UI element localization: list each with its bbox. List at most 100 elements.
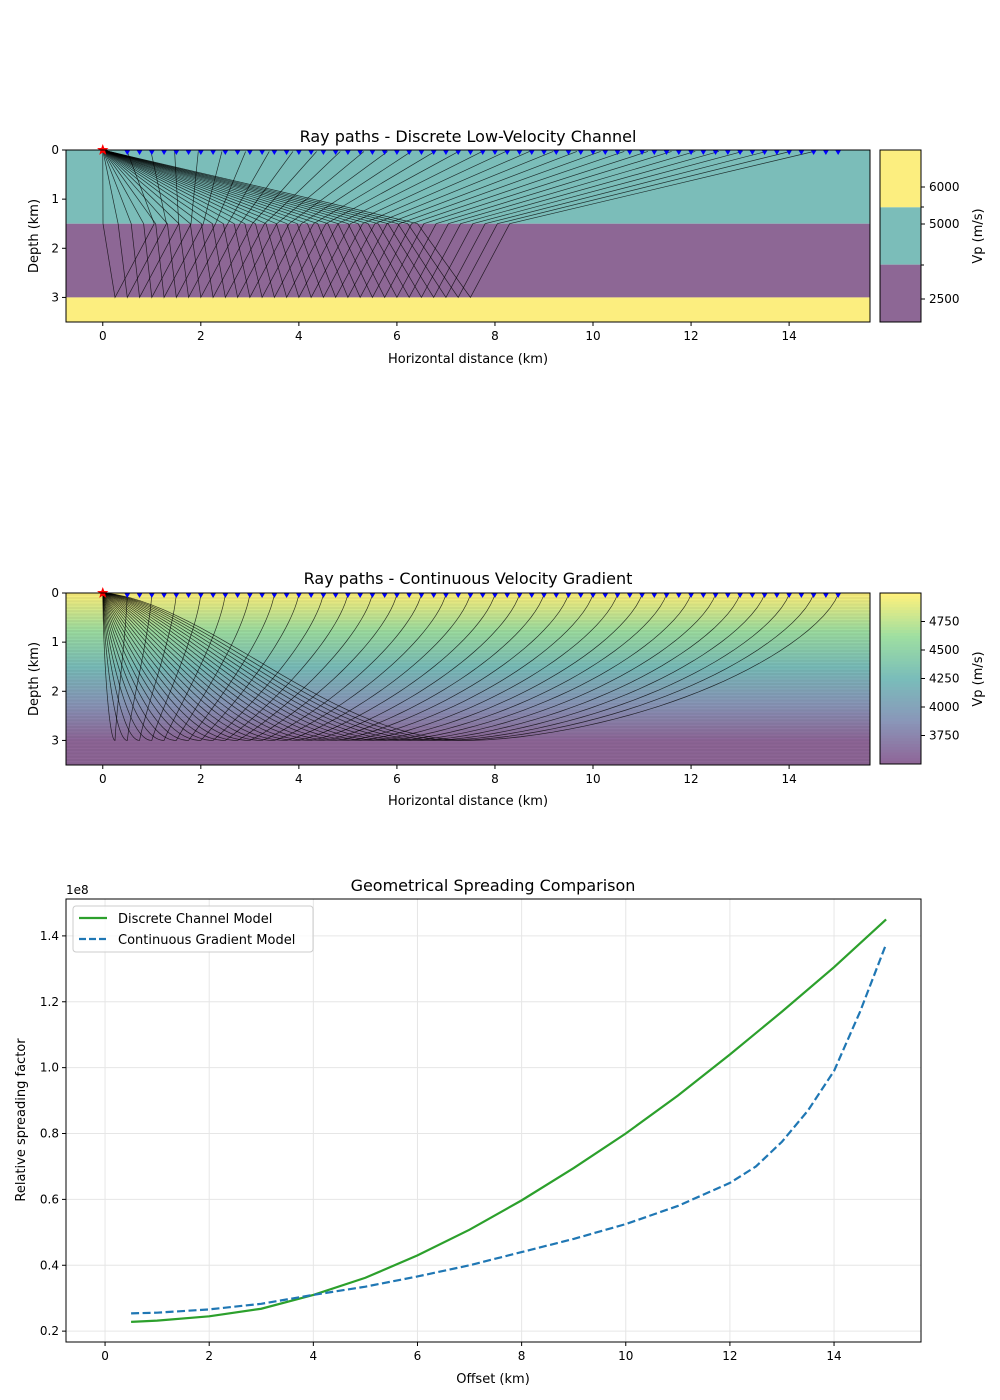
x-tick-label: 0 [99, 329, 107, 343]
receiver-marker [381, 150, 388, 155]
x-tick-label: 6 [393, 329, 401, 343]
receiver-marker [626, 593, 633, 598]
colorbar-band [880, 618, 921, 622]
velocity-band [66, 631, 870, 634]
series-line-1 [131, 943, 888, 1315]
ray-path [102, 149, 294, 299]
receiver-marker [430, 593, 437, 598]
ray-path [102, 592, 520, 741]
velocity-band [66, 726, 870, 729]
receiver-marker [712, 593, 719, 598]
ray-path [102, 592, 618, 741]
colorbar-band [880, 744, 921, 748]
velocity-band [66, 711, 870, 714]
colorbar-segment [880, 150, 921, 208]
receiver-marker [246, 593, 253, 598]
receiver-marker [271, 150, 278, 155]
receiver-marker [393, 593, 400, 598]
receiver-marker [479, 150, 486, 155]
velocity-band [66, 727, 870, 730]
velocity-band [66, 658, 870, 661]
plot3-xlabel: Offset (km) [456, 1372, 530, 1387]
ray-path [102, 592, 569, 741]
velocity-band [66, 623, 870, 626]
receiver-marker [320, 150, 327, 155]
receiver-marker [798, 150, 805, 155]
ray-path [102, 149, 672, 299]
x-tick-label: 12 [683, 329, 698, 343]
ray-path [102, 149, 483, 299]
ray-path [102, 149, 649, 299]
ray-path [102, 149, 459, 299]
receiver-marker [259, 150, 266, 155]
receiver-marker [283, 593, 290, 598]
ray-path [102, 149, 696, 299]
ray-path [102, 149, 743, 299]
velocity-band [66, 691, 870, 694]
velocity-band [66, 648, 870, 651]
velocity-band [66, 637, 870, 640]
velocity-band [66, 690, 870, 693]
receiver-marker [810, 593, 817, 598]
receiver-marker [161, 593, 168, 598]
x-tick-label: 2 [197, 329, 205, 343]
velocity-band [66, 660, 870, 663]
receiver-marker [761, 593, 768, 598]
velocity-band [66, 667, 870, 670]
velocity-band [66, 697, 870, 700]
velocity-band [66, 746, 870, 749]
y-tick-label: 0.8 [40, 1127, 59, 1141]
plot-discrete-channel: Ray paths - Discrete Low-Velocity Channe… [27, 127, 986, 367]
plot2-colorbar: 4750 4500 4250 4000 3750 [879, 592, 960, 765]
colorbar-band [880, 698, 921, 702]
colorbar-band [880, 601, 921, 605]
x-tick-label: 4 [295, 772, 303, 786]
velocity-band [66, 754, 870, 757]
velocity-band [66, 625, 870, 628]
ray-path [102, 149, 341, 299]
x-tick-label: 6 [393, 772, 401, 786]
velocity-band [66, 604, 870, 607]
x-tick-label: 12 [722, 1349, 737, 1363]
velocity-band [66, 613, 870, 615]
velocity-band [66, 714, 870, 717]
receiver-marker [822, 593, 829, 598]
receiver-marker [700, 150, 707, 155]
velocity-band [66, 624, 870, 627]
colorbar-band [880, 647, 921, 651]
velocity-band [66, 744, 870, 747]
receiver-marker [393, 150, 400, 155]
colorbar-band [880, 712, 921, 717]
ray-path [102, 149, 436, 299]
receiver-marker [835, 593, 842, 598]
plot1-ylabel: Depth (km) [27, 199, 42, 273]
velocity-band [66, 719, 870, 722]
ray-path [102, 592, 373, 741]
receiver-marker [369, 593, 376, 598]
x-tick-label: 12 [683, 772, 698, 786]
plot3-ylabel: Relative spreading factor [14, 1038, 29, 1202]
source-star-icon [97, 144, 109, 155]
velocity-band [66, 679, 870, 681]
colorbar-band [880, 701, 921, 705]
y-tick-label: 0 [51, 143, 59, 157]
receiver-marker [491, 593, 498, 598]
legend-box [72, 905, 314, 953]
receiver-marker [835, 150, 842, 155]
velocity-band [66, 680, 870, 683]
x-tick-label: 14 [826, 1349, 841, 1363]
velocity-band [66, 734, 870, 737]
receiver-marker [516, 150, 523, 155]
receiver-marker [234, 150, 241, 155]
velocity-band [66, 664, 870, 667]
velocity-band [66, 753, 870, 756]
colorbar-band [880, 761, 921, 765]
x-tick-label: 8 [491, 329, 499, 343]
x-tick-label: 4 [295, 329, 303, 343]
velocity-band [66, 676, 870, 679]
velocity-band [66, 646, 870, 648]
colorbar-segment [880, 264, 921, 322]
velocity-band [66, 647, 870, 650]
receiver-marker [442, 593, 449, 598]
